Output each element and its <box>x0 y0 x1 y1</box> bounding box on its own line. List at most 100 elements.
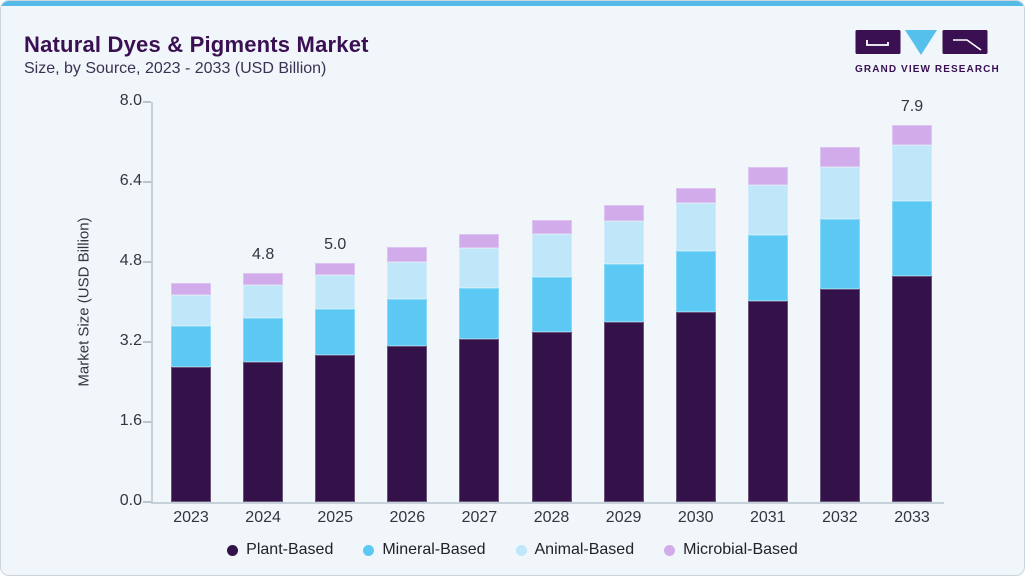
bar-2031 <box>747 167 788 502</box>
bar-segment-mineral-based-2027 <box>459 288 500 339</box>
bar-segment-microbial-based-2027 <box>459 234 500 248</box>
gvr-logo-r-mark <box>953 39 982 51</box>
legend-dot-plant-based <box>227 544 239 556</box>
bar-segment-plant-based-2026 <box>387 346 428 502</box>
bar-value-label-2033: 7.9 <box>900 98 924 115</box>
bar-2026 <box>387 247 428 502</box>
bar-segment-animal-based-2029 <box>603 221 644 264</box>
legend-label-mineral-based: Mineral-Based <box>382 541 486 558</box>
bar-segment-mineral-based-2024 <box>243 318 284 362</box>
x-axis-label-2025: 2025 <box>317 509 353 526</box>
plot-area: 4.8 5.0 7.9 <box>151 98 944 502</box>
y-tick-mark-1.6 <box>143 421 151 423</box>
bar-segment-mineral-based-2031 <box>747 235 788 301</box>
x-axis-label-2023: 2023 <box>173 509 209 526</box>
x-axis-line <box>151 502 944 504</box>
bar-segment-plant-based-2025 <box>315 355 356 502</box>
x-axis-label-2032: 2032 <box>822 509 858 526</box>
bar-segment-animal-based-2027 <box>459 248 500 288</box>
bar-2024 <box>243 273 284 502</box>
y-tick-mark-4.8 <box>143 261 151 263</box>
bar-segment-animal-based-2033 <box>892 145 932 201</box>
bar-2023 <box>171 283 211 502</box>
y-tick-label-4.8: 4.8 <box>119 252 142 269</box>
gvr-logo-right-block <box>942 30 988 54</box>
legend-item-animal-based: Animal-Based <box>515 541 634 559</box>
bar-segment-mineral-based-2028 <box>531 277 572 332</box>
y-tick-label-6.4: 6.4 <box>119 172 142 189</box>
bar-segment-animal-based-2023 <box>171 295 211 326</box>
bar-segment-mineral-based-2029 <box>603 264 644 322</box>
bar-segment-microbial-based-2023 <box>171 283 211 295</box>
bar-segment-microbial-based-2032 <box>819 147 860 167</box>
gvr-logo-text: GRAND VIEW RESEARCH <box>855 64 1000 75</box>
legend-item-microbial-based: Microbial-Based <box>664 541 798 559</box>
bar-segment-plant-based-2031 <box>747 301 788 502</box>
x-axis-label-2026: 2026 <box>389 509 426 526</box>
bar-2033 <box>892 125 932 502</box>
bar-segment-animal-based-2032 <box>819 167 860 219</box>
y-tick-label-1.6: 1.6 <box>119 412 142 429</box>
bar-segment-plant-based-2033 <box>892 276 932 502</box>
legend: Plant-Based Mineral-Based Animal-Based Micr… <box>1 539 1024 561</box>
gvr-logo: GRAND VIEW RESEARCH <box>855 29 1000 75</box>
bar-segment-plant-based-2030 <box>675 312 716 502</box>
bar-segment-mineral-based-2032 <box>819 219 860 289</box>
y-tick-label-0.0: 0.0 <box>119 492 142 509</box>
page-title: Natural Dyes & Pigments Market <box>24 32 369 57</box>
bar-2028 <box>531 220 572 502</box>
y-tick-mark-8.0 <box>143 101 151 103</box>
legend-dot-animal-based <box>515 544 527 556</box>
y-tick-label-3.2: 3.2 <box>119 332 142 349</box>
bar-2030 <box>675 188 716 502</box>
x-axis-label-2033: 2033 <box>894 509 930 526</box>
legend-dot-microbial-based <box>664 544 676 556</box>
y-tick-mark-6.4 <box>143 181 151 183</box>
bar-value-label-2025: 5.0 <box>324 236 347 253</box>
top-accent-bar <box>1 1 1024 6</box>
bar-segment-animal-based-2024 <box>243 285 284 318</box>
bar-segment-animal-based-2030 <box>675 203 716 251</box>
page-subtitle: Size, by Source, 2023 - 2033 (USD Billio… <box>24 60 327 77</box>
x-axis-label-2030: 2030 <box>677 509 714 526</box>
bar-segment-microbial-based-2029 <box>603 205 644 221</box>
bar-segment-mineral-based-2030 <box>675 251 716 312</box>
y-tick-mark-0.0 <box>143 501 151 503</box>
bar-2027 <box>459 234 500 502</box>
bar-segment-animal-based-2031 <box>747 185 788 235</box>
x-axis-label-2024: 2024 <box>245 509 281 526</box>
legend-item-mineral-based: Mineral-Based <box>363 541 486 559</box>
y-axis-title: Market Size (USD Billion) <box>75 217 93 387</box>
bar-segment-animal-based-2025 <box>315 275 356 309</box>
bar-segment-plant-based-2032 <box>819 289 860 502</box>
bar-segment-plant-based-2023 <box>171 367 211 502</box>
bar-segment-animal-based-2028 <box>531 234 572 277</box>
bar-segment-microbial-based-2030 <box>675 188 716 203</box>
gvr-logo-g-mark <box>866 40 889 46</box>
bar-segment-microbial-based-2031 <box>747 167 788 185</box>
bar-segment-plant-based-2024 <box>243 362 284 502</box>
bar-2032 <box>819 147 860 502</box>
bar-segment-plant-based-2028 <box>531 332 572 502</box>
bar-segment-mineral-based-2026 <box>387 299 428 346</box>
gvr-logo-triangle-icon <box>905 30 937 55</box>
x-axis-label-2028: 2028 <box>533 509 570 526</box>
bar-segment-plant-based-2027 <box>459 339 500 502</box>
bar-segment-microbial-based-2028 <box>531 220 572 234</box>
gvr-logo-mark <box>855 30 988 55</box>
x-axis-label-2029: 2029 <box>605 509 642 526</box>
bar-segment-microbial-based-2026 <box>387 247 428 262</box>
y-tick-label-8.0: 8.0 <box>119 92 142 109</box>
bar-2029 <box>603 205 644 502</box>
bar-2025 <box>315 263 356 502</box>
legend-dot-mineral-based <box>363 544 375 556</box>
bar-segment-plant-based-2029 <box>603 322 644 502</box>
bar-segment-microbial-based-2025 <box>315 263 356 275</box>
bar-value-label-2024: 4.8 <box>251 246 275 263</box>
y-tick-mark-3.2 <box>143 341 151 343</box>
y-axis-line <box>151 102 153 503</box>
bar-segment-mineral-based-2023 <box>171 326 211 367</box>
x-axis-label-2031: 2031 <box>750 509 786 526</box>
legend-item-plant-based: Plant-Based <box>227 541 333 559</box>
